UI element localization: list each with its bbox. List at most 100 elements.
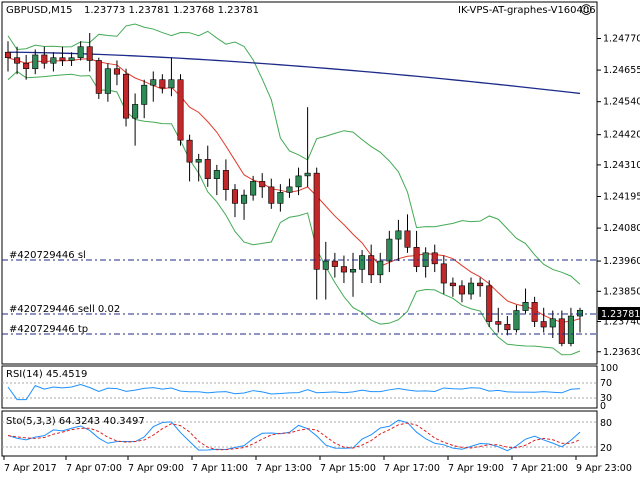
rsi-line — [7, 383, 581, 401]
bear-candle[interactable] — [204, 159, 211, 179]
bull-candle[interactable] — [277, 192, 284, 204]
bull-candle[interactable] — [132, 104, 139, 119]
bear-candle[interactable] — [477, 282, 484, 287]
time-tick-label: 7 Apr 2017 — [4, 463, 57, 474]
bear-candle[interactable] — [159, 79, 166, 89]
price-tick-label: 1.24770 — [603, 33, 640, 44]
rsi-panel[interactable]: RSI(14) 45.4519 100 70 30 0 — [1, 363, 618, 412]
rsi-tick-70: 70 — [600, 378, 612, 389]
bear-candle[interactable] — [268, 186, 275, 204]
price-tick-label: 1.24080 — [603, 223, 640, 234]
bear-candle[interactable] — [23, 62, 30, 70]
bear-candle[interactable] — [41, 54, 48, 64]
price-panel[interactable]: #420729446 sl #420729446 sell 0.02 #4207… — [1, 1, 598, 365]
price-tick-label: 1.24420 — [603, 130, 640, 141]
take-profit-label: #420729446 tp — [9, 324, 88, 335]
bull-candle[interactable] — [104, 68, 111, 94]
bull-candle[interactable] — [386, 238, 393, 262]
bear-candle[interactable] — [123, 73, 130, 119]
bollinger-bands — [7, 23, 581, 356]
time-axis[interactable]: 7 Apr 2017 7 Apr 07:00 7 Apr 09:00 7 Apr 11… — [3, 456, 632, 474]
stop-loss-label: #420729446 sl — [9, 250, 86, 261]
bear-candle[interactable] — [259, 181, 266, 188]
price-tick-label: 1.24310 — [603, 160, 640, 171]
bull-candle[interactable] — [195, 159, 202, 163]
bull-candle[interactable] — [213, 170, 220, 179]
bear-candle[interactable] — [368, 255, 375, 276]
time-tick-label: 7 Apr 09:00 — [128, 463, 184, 474]
bull-candle[interactable] — [250, 181, 257, 196]
bear-candle[interactable] — [222, 170, 229, 190]
bull-candle[interactable] — [359, 255, 366, 270]
smiley-icon[interactable]: ☺ — [580, 3, 593, 17]
rsi-tick-30: 30 — [600, 393, 612, 404]
bull-candle[interactable] — [168, 79, 175, 89]
bull-candle[interactable] — [141, 84, 148, 105]
bear-candle[interactable] — [404, 230, 411, 248]
rsi-panel-frame — [1, 365, 598, 409]
bull-candle[interactable] — [522, 301, 529, 311]
bear-candle[interactable] — [458, 285, 465, 295]
time-tick-label: 7 Apr 15:00 — [320, 463, 376, 474]
bear-candle[interactable] — [413, 247, 420, 267]
candlesticks[interactable] — [4, 32, 584, 347]
symbol-label: GBPUSD,M15 — [6, 5, 73, 16]
price-tick-label: 1.24540 — [603, 97, 640, 108]
bear-candle[interactable] — [95, 60, 102, 94]
bear-candle[interactable] — [340, 266, 347, 273]
bear-candle[interactable] — [231, 189, 239, 204]
bear-candle[interactable] — [486, 285, 493, 322]
bear-candle[interactable] — [313, 172, 320, 270]
stochastic-panel[interactable]: Sto(5,3,3) 64.3243 40.3497 80 20 — [1, 410, 612, 457]
bull-candle[interactable] — [150, 79, 157, 86]
price-tick-label: 1.24655 — [603, 65, 640, 76]
time-tick-label: 7 Apr 13:00 — [256, 463, 312, 474]
bear-candle[interactable] — [14, 57, 21, 64]
bull-candle[interactable] — [468, 282, 475, 295]
price-tick-label: 1.23850 — [603, 286, 640, 297]
bull-candle[interactable] — [286, 186, 293, 193]
bear-candle[interactable] — [558, 318, 565, 344]
bull-candle[interactable] — [68, 57, 75, 61]
bull-candle[interactable] — [349, 269, 357, 273]
rsi-tick-0: 0 — [600, 401, 606, 412]
bear-candle[interactable] — [86, 46, 93, 61]
bear-candle[interactable] — [531, 301, 538, 322]
stoch-main-line — [7, 419, 581, 452]
moving-averages — [7, 51, 581, 323]
bull-candle[interactable] — [576, 309, 584, 317]
bull-candle[interactable] — [32, 54, 39, 70]
current-price-marker — [598, 307, 640, 320]
bull-candle[interactable] — [395, 230, 402, 240]
bear-candle[interactable] — [186, 139, 193, 163]
price-axis[interactable]: 1.24770 1.24655 1.24540 1.24420 1.24310 1.241… — [597, 33, 640, 358]
bull-candle[interactable] — [377, 260, 384, 276]
bull-candle[interactable] — [513, 310, 520, 331]
bear-candle[interactable] — [440, 263, 447, 284]
bull-candle[interactable] — [549, 318, 556, 328]
bear-candle[interactable] — [113, 68, 120, 75]
bear-candle[interactable] — [431, 252, 438, 265]
bull-candle[interactable] — [567, 315, 574, 344]
ohlc-values: 1.23773 1.23781 1.23768 1.23781 — [84, 5, 259, 16]
bull-candle[interactable] — [322, 260, 329, 270]
upper-band-line — [7, 23, 581, 285]
bear-candle[interactable] — [495, 321, 502, 325]
bear-candle[interactable] — [177, 79, 184, 141]
bull-candle[interactable] — [295, 175, 302, 188]
bull-candle[interactable] — [50, 57, 57, 64]
bear-candle[interactable] — [540, 321, 547, 328]
bull-candle[interactable] — [77, 46, 84, 59]
bear-candle[interactable] — [449, 282, 456, 287]
time-tick-label: 7 Apr 17:00 — [384, 463, 440, 474]
bull-candle[interactable] — [241, 194, 248, 204]
bear-candle[interactable] — [4, 51, 12, 59]
rsi-label: RSI(14) 45.4519 — [6, 369, 87, 380]
sell-order-label: #420729446 sell 0.02 — [9, 304, 120, 315]
bull-candle[interactable] — [304, 172, 311, 177]
bear-candle[interactable] — [59, 57, 66, 61]
bear-candle[interactable] — [331, 260, 338, 267]
time-tick-label: 7 Apr 21:00 — [512, 463, 568, 474]
bear-candle[interactable] — [504, 323, 511, 331]
